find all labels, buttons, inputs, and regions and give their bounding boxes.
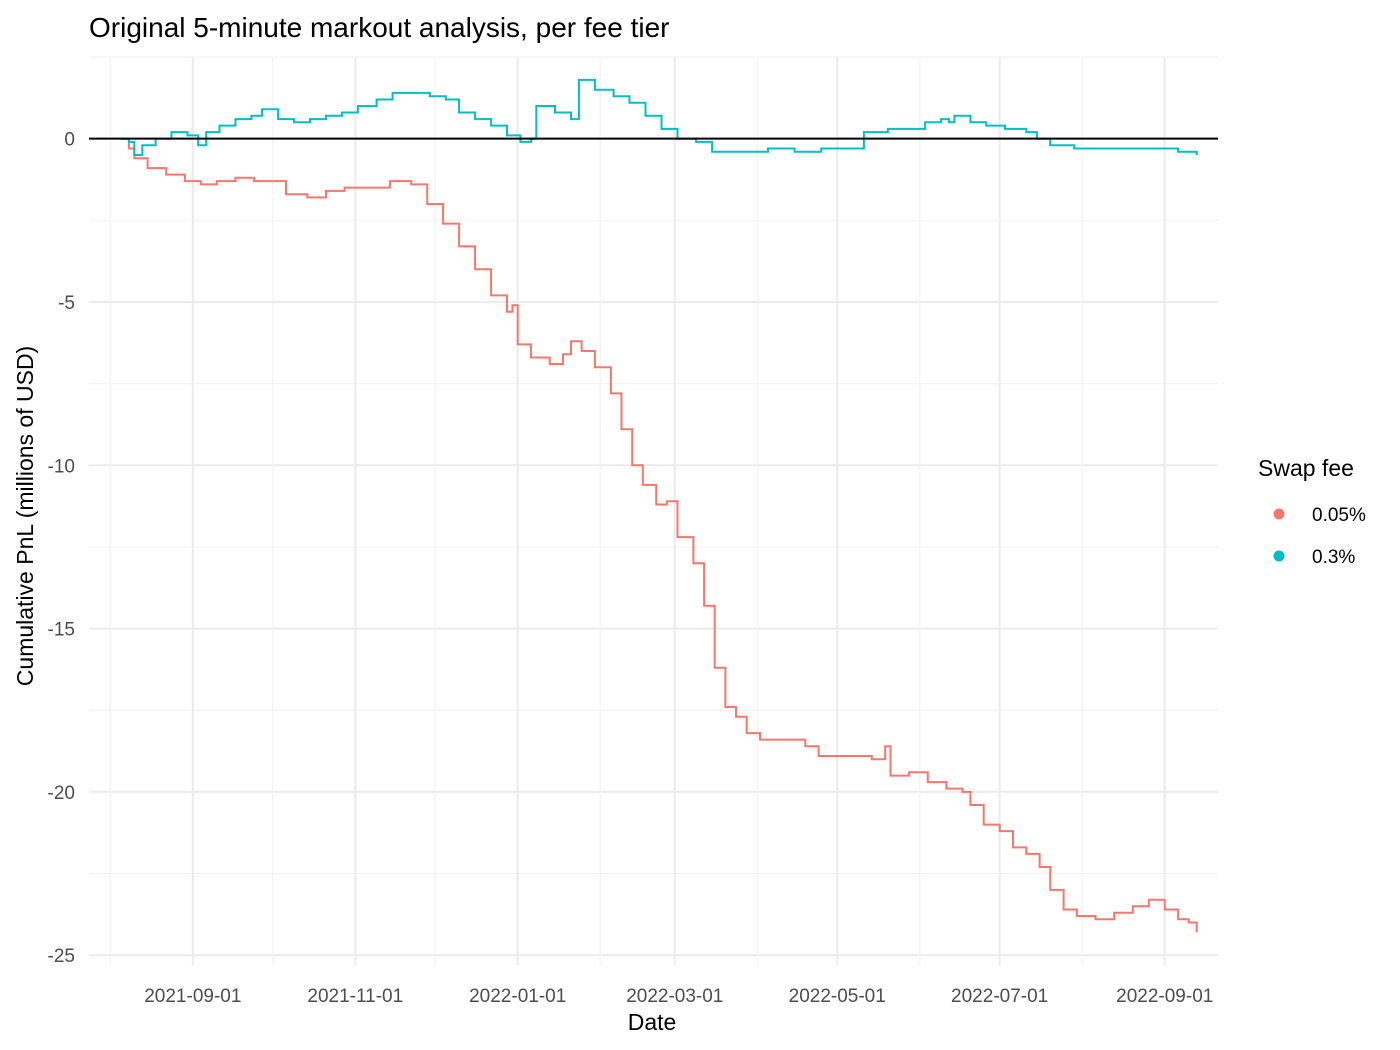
x-axis-title: Date bbox=[628, 1009, 677, 1035]
series-layer bbox=[121, 78, 1198, 933]
x-axis-ticks: 2021-09-01 2021-11-01 2022-01-01 2022-03-01… bbox=[144, 986, 1213, 1007]
legend-title: Swap fee bbox=[1258, 455, 1354, 481]
y-tick-label: -15 bbox=[48, 620, 75, 641]
x-tick-label: 2022-01-01 bbox=[469, 986, 566, 1007]
legend-key-dot bbox=[1273, 508, 1285, 520]
chart-title: Original 5-minute markout analysis, per … bbox=[89, 12, 669, 43]
y-tick-label: -25 bbox=[48, 946, 75, 967]
legend: Swap fee 0.05% 0.3% bbox=[1258, 455, 1366, 568]
legend-label: 0.05% bbox=[1312, 505, 1366, 526]
grid bbox=[89, 56, 1218, 965]
x-tick-label: 2022-09-01 bbox=[1116, 986, 1213, 1007]
y-tick-label: -5 bbox=[58, 293, 75, 314]
y-tick-label: -10 bbox=[48, 456, 75, 477]
x-tick-label: 2022-07-01 bbox=[951, 986, 1048, 1007]
x-tick-label: 2021-09-01 bbox=[144, 986, 241, 1007]
x-tick-label: 2022-05-01 bbox=[789, 986, 886, 1007]
x-tick-label: 2022-03-01 bbox=[626, 986, 723, 1007]
y-tick-label: 0 bbox=[64, 130, 75, 151]
y-axis-ticks: -25 -20 -15 -10 -5 0 bbox=[48, 130, 75, 968]
y-tick-label: -20 bbox=[48, 783, 75, 804]
x-tick-label: 2021-11-01 bbox=[307, 986, 403, 1007]
legend-key-dot bbox=[1273, 550, 1285, 562]
y-axis-title: Cumulative PnL (millions of USD) bbox=[12, 346, 38, 686]
series-line-005 bbox=[121, 137, 1198, 933]
legend-label: 0.3% bbox=[1312, 547, 1355, 568]
legend-items: 0.05% 0.3% bbox=[1273, 505, 1366, 568]
series-line-03 bbox=[121, 78, 1198, 156]
